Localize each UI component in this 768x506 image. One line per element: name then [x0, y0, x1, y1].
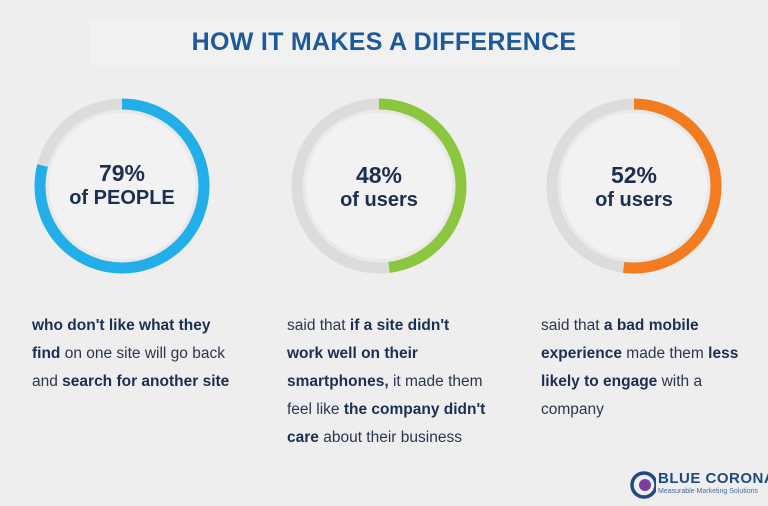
ring-inner-1: [49, 113, 195, 259]
stat-ring-2: 48% of users: [289, 96, 469, 276]
logo-tagline: Measurable Marketing Solutions: [658, 488, 758, 495]
desc-segment: about their business: [318, 429, 462, 446]
stat-value-2: 48%: [355, 162, 403, 188]
ring-inner-3: [561, 113, 707, 259]
stat-text-1: 79% of PEOPLE: [32, 160, 212, 210]
desc-segment: who don't like what they find: [32, 317, 211, 362]
stat-ring-3: 52% of users: [544, 96, 724, 276]
stat-description-2: said that if a site didn't work well on …: [287, 312, 487, 452]
desc-segment: on one site will go back and: [32, 345, 225, 390]
ring-svg-3: [546, 98, 722, 274]
stat-description-3: said that a bad mobile experience made t…: [541, 312, 741, 424]
stat-value-3: 52%: [610, 162, 658, 188]
title-band: [90, 20, 680, 66]
ring-svg-2: [291, 98, 467, 274]
stat-label-3: of users: [595, 189, 673, 211]
desc-segment: with a company: [541, 373, 703, 418]
ring-arc-1: [34, 98, 210, 274]
desc-segment: a bad mobile experience: [541, 317, 699, 362]
stat-text-2: 48% of users: [289, 162, 469, 212]
corona-logo-icon: [630, 471, 656, 499]
desc-segment: the company didn't care: [287, 401, 486, 446]
stat-text-3: 52% of users: [544, 162, 724, 212]
ring-svg-1: [34, 98, 210, 274]
ring-arc-3: [546, 98, 722, 274]
stat-ring-1: 79% of PEOPLE: [32, 96, 212, 276]
desc-segment: said that: [541, 317, 604, 334]
desc-segment: it made them feel like: [287, 373, 483, 418]
desc-segment: if a site didn't work well on their smar…: [287, 317, 450, 390]
desc-segment: less likely to engage: [541, 345, 739, 390]
stat-label-1: of PEOPLE: [69, 187, 175, 209]
desc-segment: said that: [287, 317, 350, 334]
brand-logo: BLUE CORONA Measurable Marketing Solutio…: [630, 468, 768, 502]
page-title: HOW IT MAKES A DIFFERENCE: [191, 28, 577, 56]
stat-value-1: 79%: [98, 160, 146, 186]
stat-label-2: of users: [340, 189, 418, 211]
ring-arc-2: [291, 98, 467, 274]
logo-name: BLUE CORONA: [658, 470, 768, 487]
stat-description-1: who don't like what they find on one sit…: [32, 312, 232, 396]
desc-segment: made them: [622, 345, 709, 362]
desc-segment: search for another site: [62, 373, 230, 390]
ring-inner-2: [306, 113, 452, 259]
